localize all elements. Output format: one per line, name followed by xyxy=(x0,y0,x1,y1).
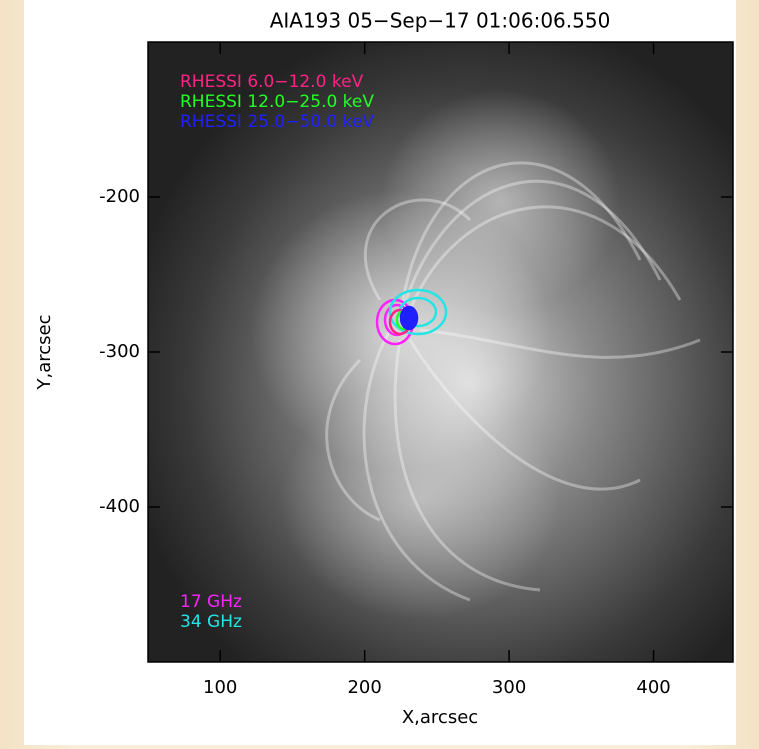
y-axis-label: Y,arcsec xyxy=(34,315,55,391)
y-tick-label: -400 xyxy=(99,496,140,517)
legend-entry: 34 GHz xyxy=(180,612,242,632)
y-tick-label: -200 xyxy=(99,186,140,207)
x-tick-label: 400 xyxy=(636,677,670,698)
x-axis-label: X,arcsec xyxy=(402,707,478,728)
legend-entry: RHESSI 25.0−50.0 keV xyxy=(180,112,374,132)
chart-title: AIA193 05−Sep−17 01:06:06.550 xyxy=(270,9,611,33)
figure: AIA193 05−Sep−17 01:06:06.550 X,arcsec Y… xyxy=(0,0,759,745)
legend-entry: RHESSI 6.0−12.0 keV xyxy=(180,72,364,92)
page: {"chart_data": {"type": "image", "title"… xyxy=(0,0,759,745)
x-tick-label: 100 xyxy=(203,677,237,698)
solar-image xyxy=(148,42,733,662)
legend-entry: RHESSI 12.0−25.0 keV xyxy=(180,92,374,112)
x-tick-label: 200 xyxy=(347,677,381,698)
x-tick-label: 300 xyxy=(492,677,526,698)
y-tick-label: -300 xyxy=(99,341,140,362)
legend-entry: 17 GHz xyxy=(180,592,242,612)
